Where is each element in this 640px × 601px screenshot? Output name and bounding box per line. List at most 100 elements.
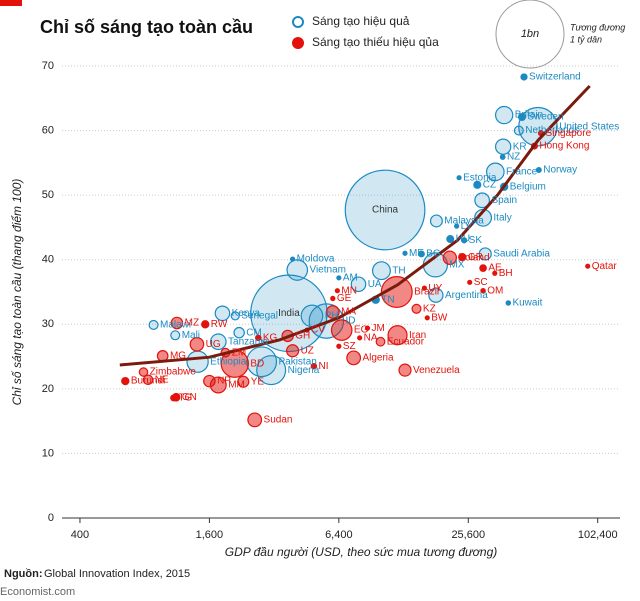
point-label: Iran [409,330,426,341]
bubble [402,250,408,256]
bubble [344,169,426,251]
bubble [520,73,528,81]
point-label: Venezuela [413,365,460,376]
bubble [170,316,184,330]
point-label: France [506,167,538,178]
bubble [330,295,336,302]
bubble [387,325,408,346]
bubble [480,287,486,294]
bubble [535,166,542,173]
point-label: CM [246,327,262,338]
point-label: Algeria [362,353,394,364]
bubble [289,256,296,262]
bubble [230,311,240,321]
point-label: Burundi [131,376,165,387]
point-label: Vietnam [309,265,346,276]
point-label: HU [456,234,470,245]
bubble [417,250,425,258]
point-label: Zimbabwe [150,367,197,378]
legend-label: Sáng tạo hiệu quả [312,14,410,28]
point-label: BW [431,312,448,323]
point-label: Mali [182,330,200,341]
point-label: Saudi Arabia [493,249,550,260]
bubble [336,275,342,281]
bubble [330,319,353,341]
bubble [458,252,467,262]
point-label: MA [341,307,356,318]
bubble [456,175,462,181]
bubble [446,235,455,244]
point-label: NE [155,374,169,385]
point-label: NA [364,332,378,343]
y-tick-label: 0 [48,512,54,524]
point-label: Brazil [414,287,439,298]
brand: Economist.com [0,586,75,598]
point-label: Kuwait [512,298,542,309]
legend-marker [292,16,304,28]
point-label: GE [337,293,352,304]
bubble [411,303,422,314]
x-tick-label: 1,600 [196,529,224,541]
point-label: BH [499,268,513,279]
y-axis-label: Chỉ số sáng tạo toàn cầu (thang điểm 100… [10,179,24,406]
point-label: United States [559,121,619,132]
point-label: UZ [301,345,314,356]
point-label: Estonia [463,172,497,183]
point-label: KG [263,332,278,343]
point-label: Singapore [546,128,592,139]
point-label: Hong Kong [539,141,589,152]
point-label: China [372,205,399,216]
point-label: Norway [543,165,577,176]
legend-marker [292,37,304,49]
point-label: SC [474,277,488,288]
bubble [255,334,262,342]
bubble [233,326,245,339]
bubble [499,154,506,160]
point-label: RW [211,319,228,330]
point-label: GR [468,252,483,263]
point-label: MX [449,260,464,271]
bubble [461,237,468,244]
point-label: CZ [483,179,496,190]
bubble [214,305,231,322]
bubble [170,330,181,341]
bubble [429,214,443,228]
size-legend-note: 1 tỷ dân [570,34,602,44]
point-label: KZ [423,303,436,314]
bubble [421,285,427,291]
point-label: PH [325,311,339,322]
bubble [479,264,487,272]
bubble [286,259,309,281]
bubble [505,300,512,306]
x-tick-label: 102,400 [578,529,618,541]
bubble [513,125,524,136]
point-label: TG [178,393,192,404]
brand-bar [0,0,22,6]
source-label: Nguồn: [4,568,42,580]
point-label: ZM [232,347,246,358]
point-label: TH [392,265,405,276]
point-label: UY [428,283,442,294]
point-label: AE [488,263,502,274]
point-label: BD [250,358,264,369]
point-label: Malawi [160,320,191,331]
point-label: Netherlands [525,125,579,136]
point-label: Switzerland [529,72,581,83]
point-label: Ecuador [387,336,425,347]
bubble [237,375,250,388]
point-label: Senegal [241,311,278,322]
point-label: Belgium [510,181,546,192]
bubble [517,113,526,122]
bubble [467,279,473,285]
bubble [454,223,460,229]
x-tick-label: 25,600 [451,529,485,541]
point-label: NZ [507,152,520,163]
bubble [398,363,412,377]
point-label: Britain [515,110,543,121]
size-legend-circle [495,0,565,69]
point-label: MM [228,380,245,391]
bubble [474,192,491,209]
bubble [485,162,505,182]
y-tick-label: 30 [42,318,54,330]
